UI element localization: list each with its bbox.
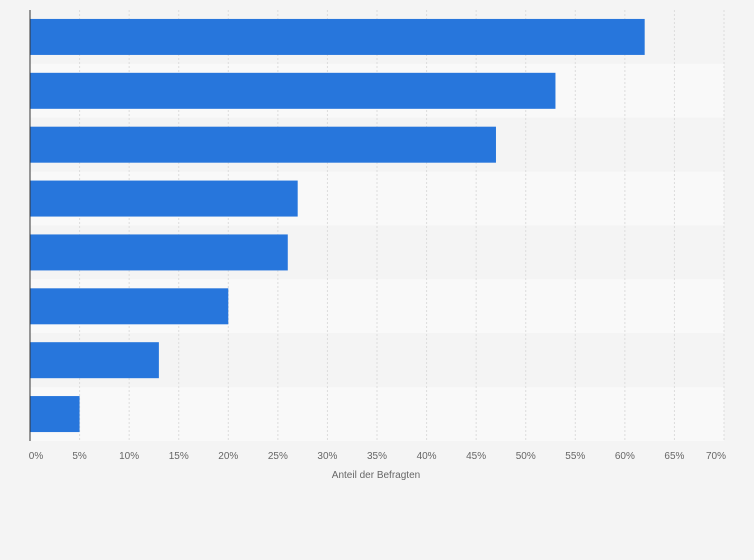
bar [30,18,645,55]
x-tick-label: 5% [72,451,87,462]
x-tick-label: 40% [417,451,437,462]
x-tick-label: 0% [29,451,44,462]
x-tick-label: 10% [119,451,139,462]
bar [30,180,298,217]
x-tick-label: 45% [466,451,486,462]
bar [30,234,288,271]
x-tick-label: 35% [367,451,387,462]
x-tick-label: 60% [615,451,635,462]
x-tick-label: 50% [516,451,536,462]
x-tick-label: 15% [169,451,189,462]
x-tick-labels: 0% 5% 10% 15% 20% 25% 30% 35% 40% 45% 50% 55% 60% 65%… [29,451,726,462]
bars [30,18,645,433]
bar [30,288,229,325]
x-tick-label: 20% [218,451,238,462]
x-tick-label: 30% [317,451,337,462]
x-axis-title: Anteil der Befragten [332,470,420,481]
bar [30,126,496,163]
bar [30,396,80,433]
bar [30,72,556,109]
bar [30,342,159,379]
x-tick-label: 70% [706,451,726,462]
x-tick-label: 25% [268,451,288,462]
x-tick-label: 55% [565,451,585,462]
x-tick-label: 65% [664,451,684,462]
